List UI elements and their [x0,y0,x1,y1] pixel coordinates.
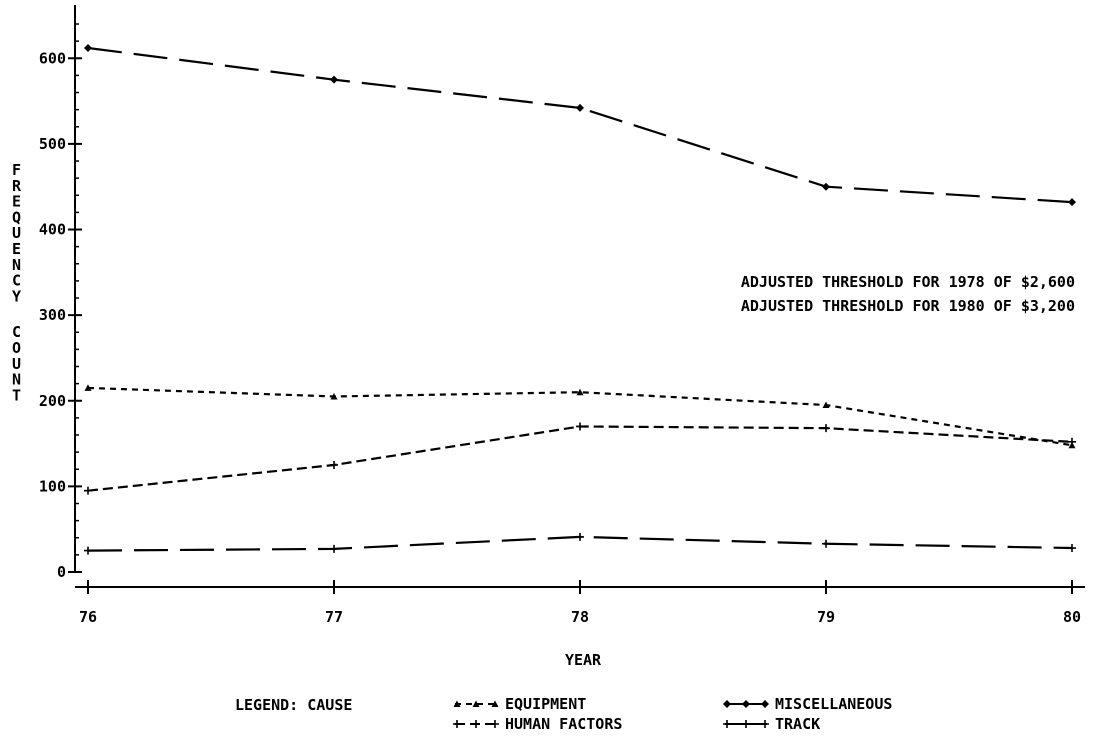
data-point [84,546,92,555]
x-tick-label: 80 [1063,608,1081,626]
data-point [576,422,584,431]
data-point [742,720,750,728]
legend-label: EQUIPMENT [505,695,586,713]
data-point [84,384,92,391]
y-tick-label: 400 [39,221,66,239]
y-tick-label: 600 [39,49,66,67]
data-point [576,532,584,541]
series-layer [84,44,1076,555]
data-point [742,700,750,708]
series-track [84,532,1076,555]
y-axis-title-letter: F [12,161,21,179]
y-axis-title-letter: Q [12,208,21,226]
legend-items: EQUIPMENT HUMAN FACTORS MISCELLANEOUS TRACK [453,695,892,733]
data-point [761,720,769,728]
legend: LEGEND: CAUSE EQUIPMENT HUMAN FACTORS MISC… [235,695,892,733]
data-point [330,392,338,400]
data-point [723,720,731,728]
data-point [472,720,480,728]
x-axis-title: YEAR [565,651,602,669]
data-point [472,700,480,707]
y-axis-title-letter: E [12,193,21,211]
data-point [822,401,830,409]
y-tick-label: 500 [39,135,66,153]
y-tick-label: 100 [39,477,66,495]
y-axis-title-letter: C [12,323,21,341]
series-equipment [84,384,1076,449]
y-axis-title-letter: R [12,177,22,195]
series-miscellaneous [84,44,1076,207]
data-point [491,700,499,707]
series-line [87,46,1073,204]
x-tick-label: 77 [325,608,343,626]
y-axis-title-letter: N [12,256,21,274]
data-point [723,700,731,708]
data-point [330,75,338,84]
legend-title: LEGEND: CAUSE [235,696,352,714]
legend-label: HUMAN FACTORS [505,715,622,733]
annotation-1980: ADJUSTED THRESHOLD FOR 1980 OF $3,200 [741,297,1075,315]
y-ticks: 0 100 200 300 400 500 600 [39,49,82,581]
data-point [453,700,461,707]
y-axis-title-letter: U [12,355,21,373]
y-tick-label: 200 [39,392,66,410]
data-point [453,720,461,728]
y-tick-label: 0 [57,563,66,581]
y-axis-title-letter: Y [12,287,21,305]
legend-label: MISCELLANEOUS [775,695,892,713]
data-point [576,388,584,396]
data-point [330,544,338,553]
legend-item: EQUIPMENT [453,695,586,713]
x-tick-label: 79 [817,608,835,626]
x-tick-label: 78 [571,608,589,626]
data-point [822,182,830,191]
data-point [84,486,92,495]
data-point [761,700,769,708]
y-axis-title-letter: E [12,240,21,258]
data-point [84,44,92,52]
y-axis-title-letter: U [12,224,21,242]
series-human-factors [84,422,1076,495]
legend-item: MISCELLANEOUS [723,695,892,713]
legend-item: TRACK [723,715,820,733]
data-point [1068,198,1076,207]
data-point [491,720,499,728]
data-point [576,103,584,112]
y-tick-label: 300 [39,306,66,324]
legend-item: HUMAN FACTORS [453,715,622,733]
series-line [87,425,1073,492]
data-point [1068,437,1076,446]
x-ticks: 76 77 78 79 80 [79,580,1081,626]
y-axis-title-letter: O [12,339,21,357]
data-point [822,424,830,433]
x-tick-label: 76 [79,608,97,626]
annotation-1978: ADJUSTED THRESHOLD FOR 1978 OF $2,600 [741,273,1075,291]
y-axis-title-letter: C [12,272,21,290]
y-axis-title-letter: T [12,386,21,404]
legend-label: TRACK [775,715,820,733]
data-point [822,539,830,548]
data-point [1068,544,1076,553]
series-line [87,386,1073,447]
data-point [330,460,338,469]
y-axis-title-letter: N [12,371,21,389]
